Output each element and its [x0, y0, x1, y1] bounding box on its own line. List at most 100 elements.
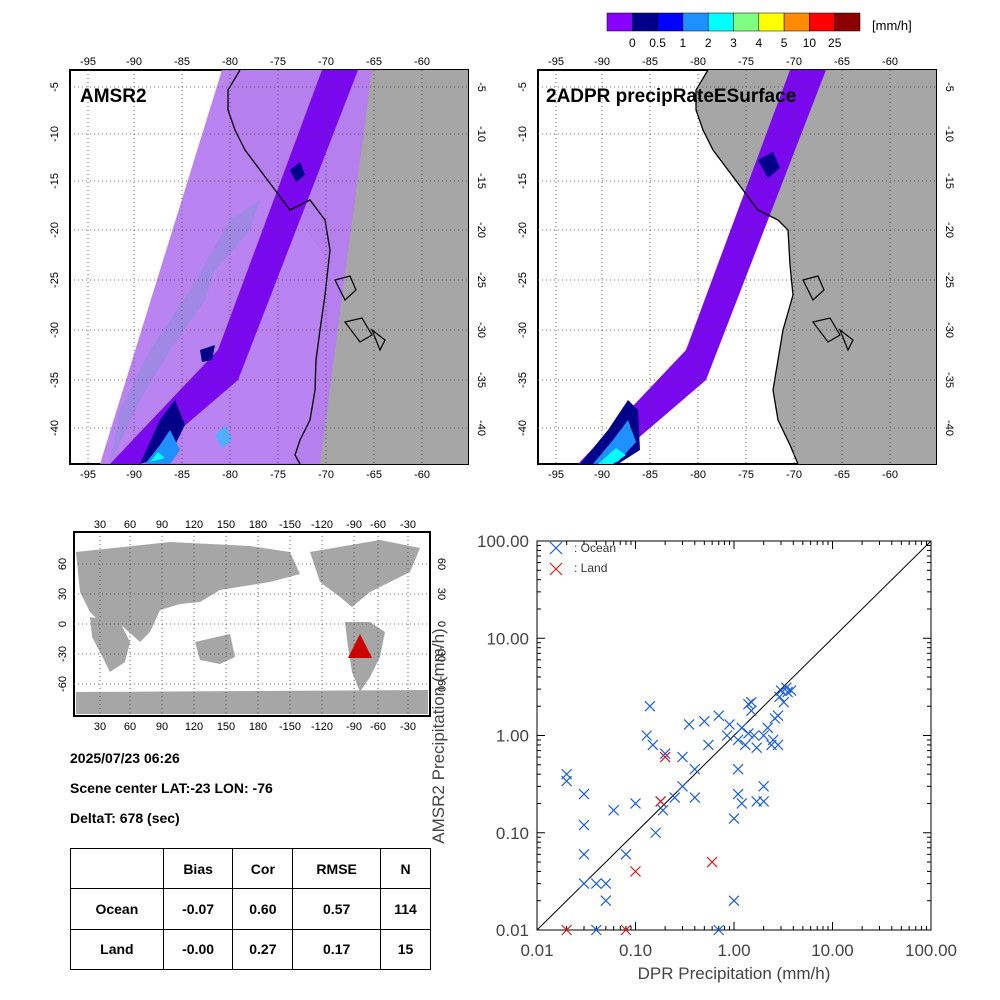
ocean-point [578, 788, 590, 800]
colorbar-label: 10 [803, 36, 817, 50]
world-lon-tick: 60 [124, 721, 136, 733]
amsr2-map: AMSR2 -95 -90 -85 -80 -75 -70 -65 -60 -95 -90 -85… [49, 56, 487, 481]
lon-tick-label: -75 [738, 56, 754, 68]
lat-tick-label: -35 [517, 372, 529, 388]
ocean-point [689, 763, 701, 775]
colorbar-label: 2 [705, 36, 712, 50]
scatter-plot: 0.010.01 0.10 0.10 1.00 1.00 10.00 10.00 100.00… [429, 532, 957, 983]
x-tick-label: 10.00 [811, 941, 854, 960]
lon-tick-label: -60 [414, 469, 430, 481]
table-header: Cor [232, 847, 294, 890]
ocean-point [774, 691, 785, 703]
colorbar-cell [733, 12, 760, 32]
lon-tick-label: -80 [222, 56, 238, 68]
x-tick-label: 100.00 [905, 941, 957, 960]
dpr-map: 2ADPR precipRateESurface -95 -90 -85 -80 -75… [517, 56, 955, 481]
world-lat-tick: 0 [57, 621, 69, 627]
lat-tick-label: -20 [49, 222, 61, 238]
lat-tick-label: -30 [49, 322, 61, 338]
world-lon-tick: 120 [185, 519, 203, 531]
lon-tick-label: -60 [414, 56, 430, 68]
ocean-point [644, 700, 656, 712]
colorbar-cell [657, 12, 684, 32]
lat-tick-label: -5 [943, 82, 955, 92]
lon-tick-label: -65 [366, 469, 382, 481]
lat-tick-label: -25 [943, 272, 955, 288]
lat-tick-label: -15 [49, 173, 61, 189]
legend: : Ocean : Land [549, 541, 616, 576]
lat-tick-label: -15 [943, 173, 955, 189]
world-lon-tick: 90 [156, 721, 168, 733]
ocean-point [578, 819, 590, 831]
world-lat-tick: -30 [57, 646, 69, 662]
world-lon-tick: -120 [311, 519, 333, 531]
ocean-point [751, 742, 763, 754]
colorbar-label: 4 [755, 36, 762, 50]
lat-tick-label: -5 [475, 82, 487, 92]
legend-ocean-label: : Ocean [574, 541, 616, 555]
ocean-point [758, 795, 770, 807]
ocean-point [742, 698, 754, 710]
lat-tick-label: -10 [49, 126, 61, 142]
lat-tick-label: -25 [49, 272, 61, 288]
ocean-point [669, 792, 681, 803]
colorbar-cell [783, 12, 810, 32]
ocean-point [724, 718, 735, 730]
ocean-point [758, 730, 770, 741]
ocean-point [600, 895, 612, 907]
world-lon-tick: 180 [249, 721, 267, 733]
table-cell: 0.57 [292, 888, 382, 930]
x-tick-label: 1.00 [717, 941, 750, 960]
ocean-point [772, 710, 784, 722]
lat-tick-label: -40 [943, 420, 955, 436]
world-lon-tick: -90 [346, 519, 362, 531]
world-map: 30 60 90 120 150 180 -150 -120 -90 -60 -30 30 60 90 1… [57, 519, 447, 733]
scene-center: Scene center LAT:-23 LON: -76 [70, 780, 273, 796]
ocean-point [748, 730, 760, 741]
lat-tick-label: -30 [475, 322, 487, 338]
map-title: AMSR2 [80, 86, 147, 107]
ocean-point [713, 710, 725, 722]
deltat: DeltaT: 678 (sec) [70, 810, 180, 826]
world-lon-tick: 60 [124, 519, 136, 531]
land-point [659, 751, 671, 763]
lon-tick-label: -70 [318, 469, 334, 481]
lat-tick-label: -25 [475, 272, 487, 288]
ocean-point [745, 705, 757, 717]
lon-tick-label: -70 [786, 56, 802, 68]
lat-tick-label: -40 [49, 420, 61, 436]
lon-tick-label: -60 [882, 56, 898, 68]
colorbar-cell [707, 12, 734, 32]
ocean-point [689, 792, 701, 803]
colorbar-cell [809, 12, 835, 32]
x-axis-label: DPR Precipitation (mm/h) [638, 964, 831, 983]
ocean-point [736, 722, 748, 734]
lat-tick-label: -40 [475, 420, 487, 436]
world-lon-tick: 150 [217, 721, 235, 733]
lat-tick-label: -10 [943, 126, 955, 142]
ocean-point [683, 718, 695, 730]
x-tick-label: 0.01 [520, 941, 553, 960]
world-lon-tick: -60 [370, 519, 386, 531]
lat-tick-label: -40 [517, 420, 529, 436]
lat-tick-label: -10 [475, 126, 487, 142]
land-point [620, 924, 632, 936]
land-point [561, 924, 573, 936]
lon-tick-label: -85 [642, 56, 658, 68]
ocean-point [758, 780, 770, 792]
colorbar-label: 0 [629, 36, 636, 50]
lat-tick-label: -25 [517, 272, 529, 288]
lat-tick-label: -15 [517, 173, 529, 189]
y-tick-label: 0.01 [496, 921, 529, 940]
lon-tick-label: -85 [642, 469, 658, 481]
world-lat-tick: -60 [57, 676, 69, 692]
ocean-point [732, 763, 744, 775]
ocean-point [578, 878, 590, 890]
lat-tick-label: -20 [517, 222, 529, 238]
ocean-point [772, 739, 784, 751]
colorbar-label: 25 [828, 36, 842, 50]
ocean-point [778, 696, 790, 708]
table-cell: 0.27 [232, 928, 294, 971]
world-lat-tick: 60 [57, 558, 69, 570]
lon-tick-label: -90 [594, 469, 610, 481]
